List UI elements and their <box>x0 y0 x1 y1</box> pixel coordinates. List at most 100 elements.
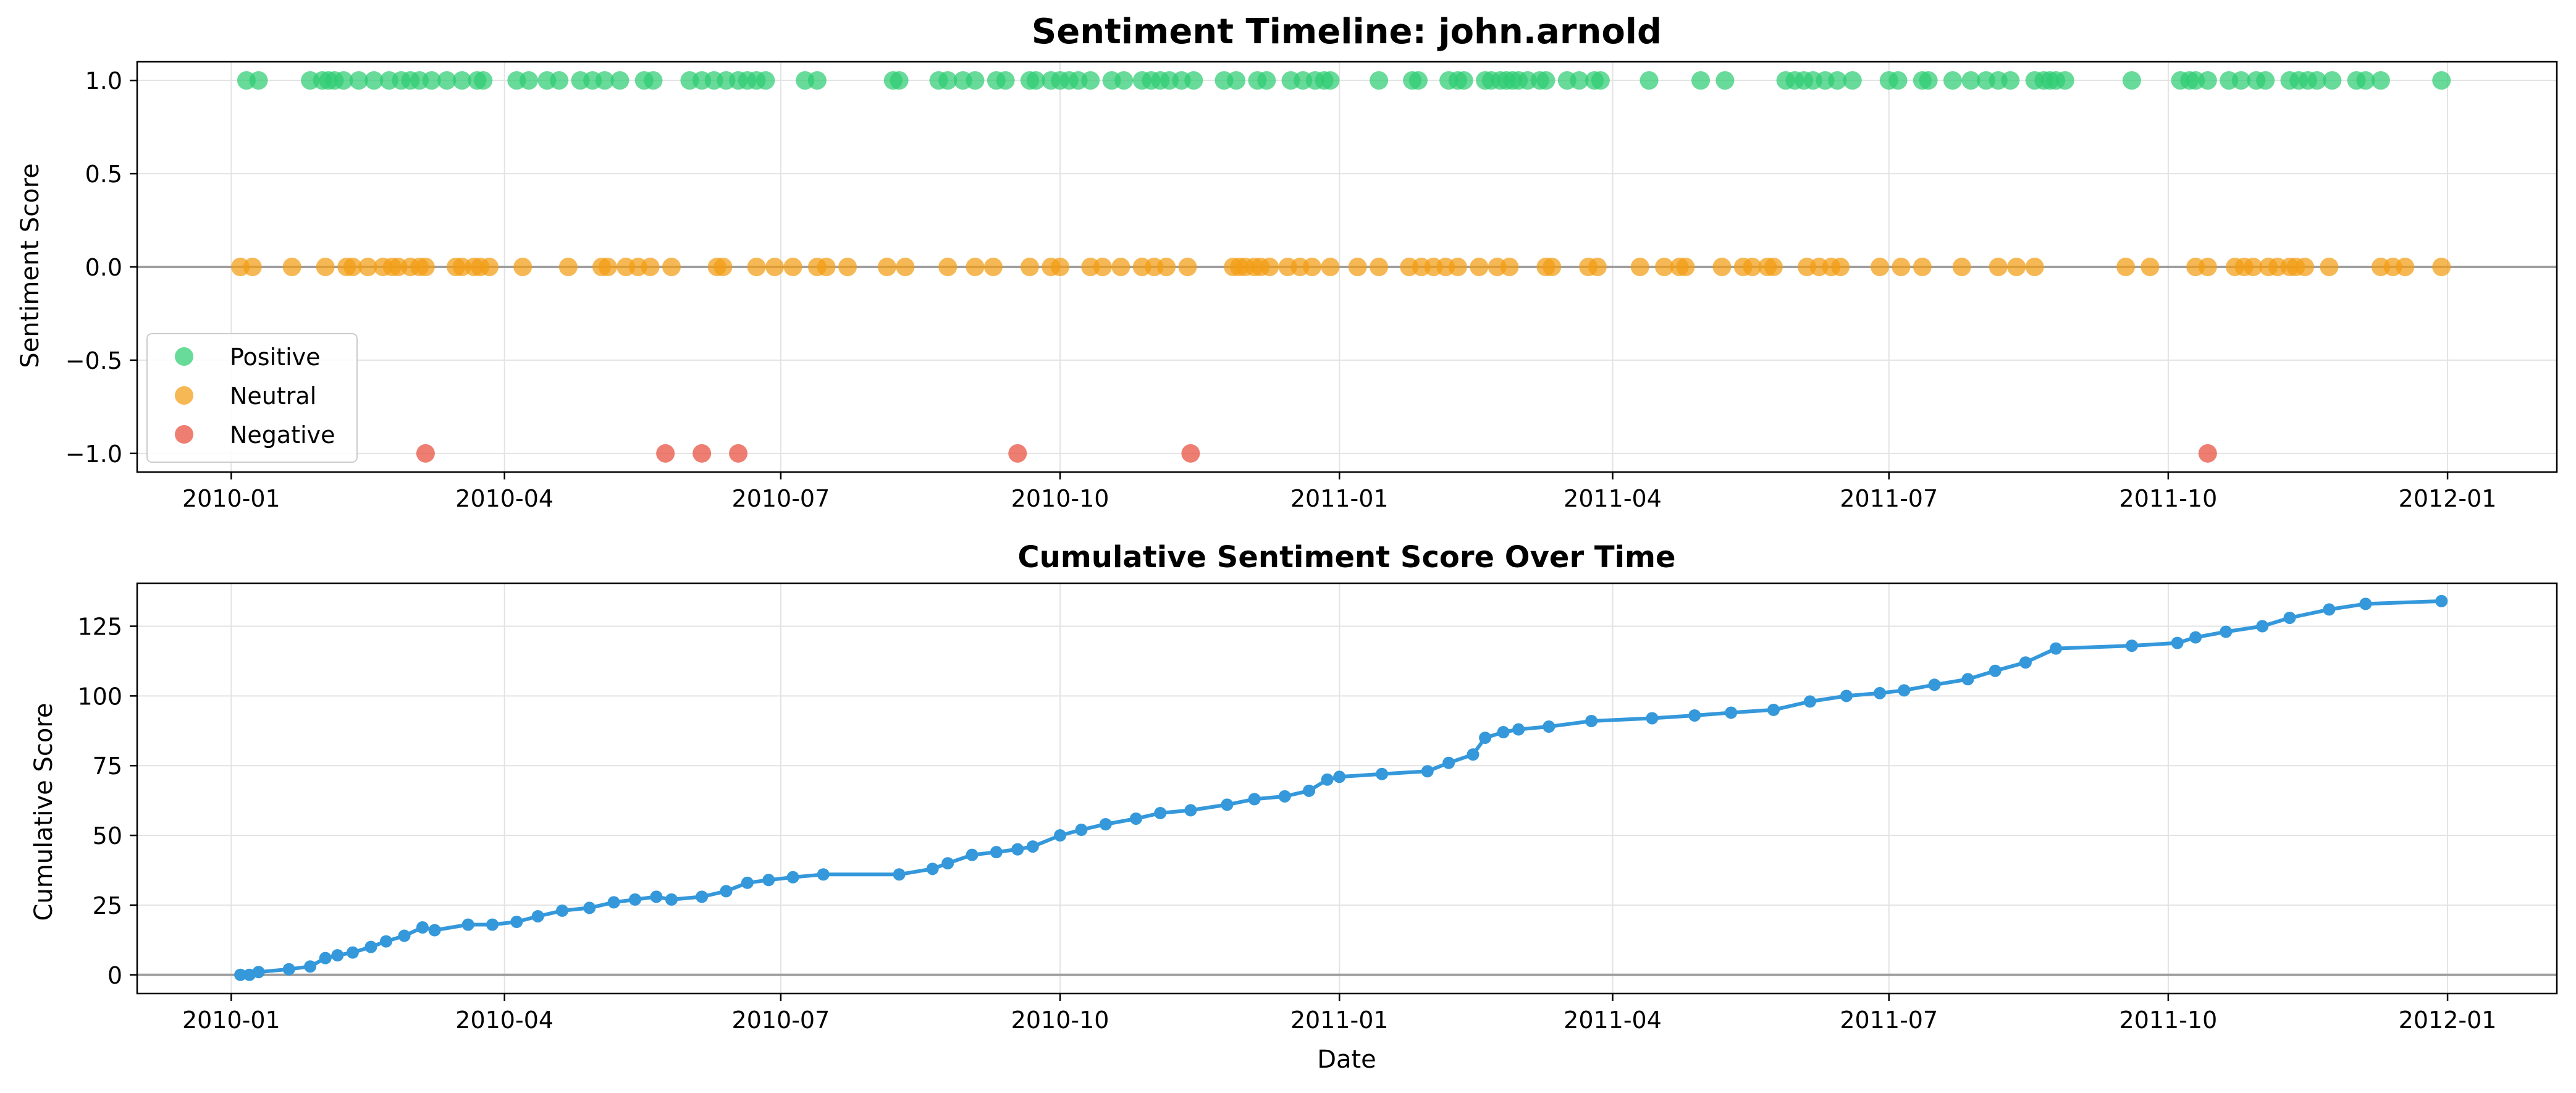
y-tick-label: 50 <box>93 822 122 850</box>
y-tick-label: 0 <box>107 962 122 989</box>
neutral-point <box>838 258 857 276</box>
neutral-point <box>1743 258 1762 276</box>
cumulative-point <box>252 966 265 979</box>
cumulative-point <box>304 960 317 973</box>
top-x-ticks: 2010-01 2010-04 2010-07 2010-10 2011-01 2011-… <box>182 472 2496 512</box>
positive-point <box>2307 71 2326 90</box>
neutral-point <box>1260 258 1279 276</box>
x-tick-label: 2010-01 <box>182 485 280 512</box>
cumulative-point <box>966 848 979 861</box>
neutral-point <box>1871 258 1890 276</box>
cumulative-point <box>1989 664 2001 677</box>
neutral-point <box>1500 258 1519 276</box>
x-tick-label: 2010-07 <box>732 1006 830 1034</box>
neutral-point <box>2116 258 2136 276</box>
neutral-point <box>282 258 301 276</box>
neutral-point <box>966 258 985 276</box>
positive-point <box>1227 71 1246 90</box>
cumulative-point <box>2220 625 2233 638</box>
positive-point <box>422 71 441 90</box>
neutral-point <box>641 258 660 276</box>
cumulative-point <box>461 918 474 931</box>
positive-point <box>1536 71 1555 90</box>
bottom-grid <box>137 583 2557 994</box>
cumulative-point <box>2050 642 2063 655</box>
neutral-point <box>2007 258 2026 276</box>
neutral-point <box>1588 258 1607 276</box>
negative-point <box>729 444 748 463</box>
cumulative-point <box>1585 714 1598 727</box>
neutral-point <box>877 258 896 276</box>
neutral-point <box>1655 258 1674 276</box>
cumulative-point <box>990 846 1003 859</box>
cumulative-point <box>607 896 620 909</box>
neutral-point <box>1470 258 1489 276</box>
cumulative-point <box>531 909 544 922</box>
cumulative-point <box>1129 812 1142 825</box>
cumulative-point <box>428 924 441 937</box>
cumulative-point <box>741 876 754 889</box>
neutral-point <box>243 258 262 276</box>
top-data-points <box>231 71 2451 463</box>
top-chart-title: Sentiment Timeline: john.arnold <box>1032 12 1662 52</box>
positive-point <box>1919 71 1938 90</box>
neutral-point <box>1913 258 1932 276</box>
x-tick-label: 2011-04 <box>1564 1006 1662 1034</box>
x-tick-label: 2011-04 <box>1564 485 1662 512</box>
cumulative-score-panel: Cumulative Sentiment Score Over Time Cum… <box>30 540 2558 1074</box>
positive-point <box>1715 71 1735 90</box>
neutral-point <box>2296 258 2315 276</box>
cumulative-point <box>1874 686 1887 699</box>
cumulative-point <box>1011 843 1024 856</box>
neutral-point <box>513 258 532 276</box>
positive-point <box>349 71 368 90</box>
x-tick-label: 2010-10 <box>1011 1006 1109 1034</box>
positive-point <box>644 71 663 90</box>
y-tick-label: 0.0 <box>85 254 122 281</box>
cumulative-point <box>926 863 939 876</box>
neutral-point <box>747 258 766 276</box>
cumulative-point <box>665 893 678 906</box>
neutral-point <box>1302 258 1321 276</box>
positive-point <box>2231 71 2250 90</box>
cumulative-point <box>416 921 429 934</box>
neutral-point <box>662 258 681 276</box>
neutral-point <box>316 258 335 276</box>
cumulative-point <box>2283 611 2296 624</box>
cumulative-point <box>398 929 411 942</box>
cumulative-point <box>1099 818 1112 831</box>
cumulative-point <box>2019 656 2032 669</box>
cumulative-point <box>1026 840 1039 853</box>
positive-point <box>249 71 268 90</box>
neutral-point <box>713 258 733 276</box>
positive-point <box>756 71 775 90</box>
y-tick-label: 75 <box>93 753 122 780</box>
cumulative-point <box>2171 636 2184 649</box>
cumulative-point <box>1898 684 1911 697</box>
positive-point <box>2001 71 2020 90</box>
negative-point <box>692 444 712 463</box>
positive-point <box>2198 71 2217 90</box>
sentiment-timeline-panel: Sentiment Timeline: john.arnold Sentimen… <box>16 12 2558 512</box>
cumulative-point <box>1248 793 1261 806</box>
x-tick-label: 2011-10 <box>2119 1006 2218 1034</box>
positive-point <box>334 71 353 90</box>
negative-point <box>1181 444 1200 463</box>
positive-point <box>1081 71 1100 90</box>
bottom-x-ticks: 2010-01 2010-04 2010-07 2010-10 2011-01 2011-… <box>182 994 2496 1034</box>
cumulative-point <box>1646 712 1659 725</box>
positive-point <box>1943 71 1962 90</box>
cumulative-point <box>720 885 733 898</box>
positive-point <box>364 71 384 90</box>
neutral-point <box>817 258 836 276</box>
neutral-point <box>983 258 1003 276</box>
legend-label-negative: Negative <box>230 421 335 449</box>
positive-point <box>2256 71 2275 90</box>
cumulative-point <box>1303 784 1316 797</box>
neutral-point <box>558 258 578 276</box>
cumulative-point <box>2435 594 2448 607</box>
cumulative-point <box>364 940 377 953</box>
top-y-axis-label: Sentiment Score <box>16 163 44 368</box>
